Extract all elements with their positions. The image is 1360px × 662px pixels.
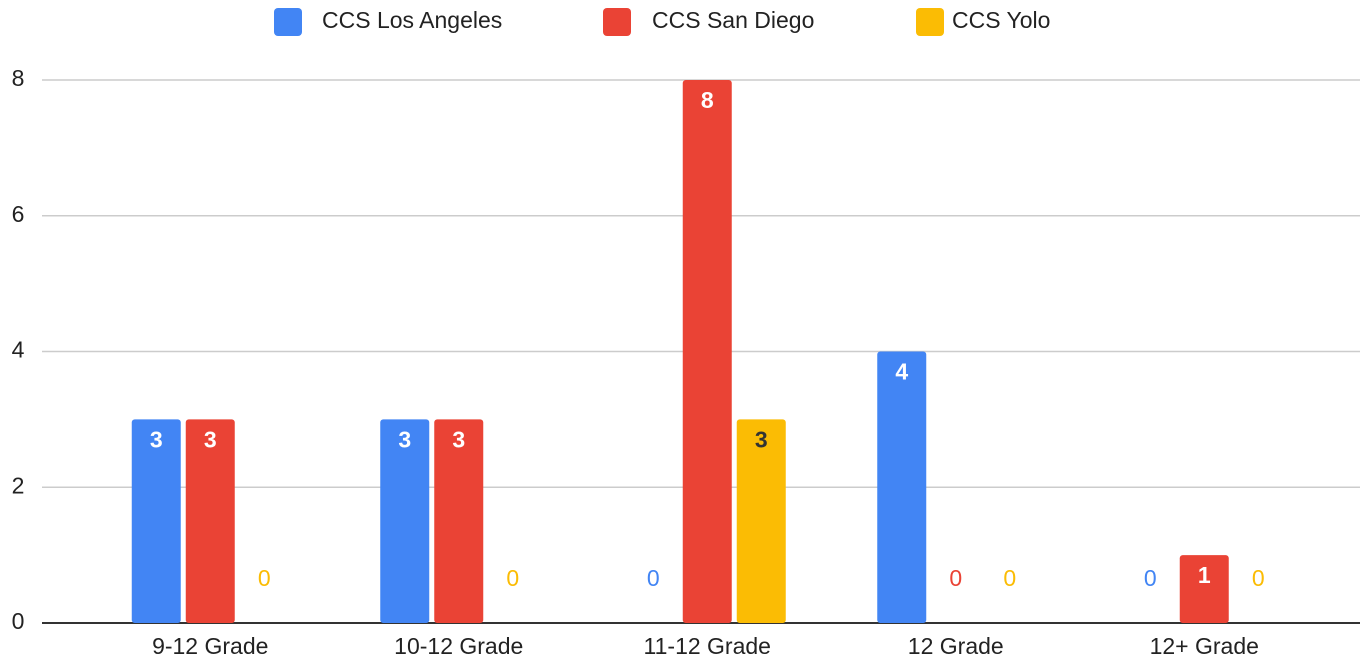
bar (131, 419, 181, 623)
value-label: 0 (949, 565, 962, 591)
legend-swatch (274, 8, 302, 36)
value-label: 0 (506, 565, 519, 591)
legend-label: CCS San Diego (652, 7, 814, 33)
value-label: 3 (755, 426, 768, 452)
value-label: 3 (150, 426, 163, 452)
value-label: 3 (398, 426, 411, 452)
x-tick-label: 12 Grade (908, 633, 1004, 659)
bar (877, 351, 927, 623)
bar (380, 419, 430, 623)
value-label: 0 (647, 565, 660, 591)
bar (736, 419, 786, 623)
legend-swatch (603, 8, 631, 36)
value-label: 0 (1144, 565, 1157, 591)
value-label: 0 (258, 565, 271, 591)
y-tick-label: 8 (12, 65, 25, 91)
value-label: 1 (1198, 562, 1211, 588)
value-label: 3 (204, 426, 217, 452)
value-label: 4 (895, 359, 908, 385)
x-tick-label: 12+ Grade (1150, 633, 1259, 659)
x-tick-label: 10-12 Grade (394, 633, 523, 659)
value-label: 8 (701, 87, 714, 113)
x-tick-label: 9-12 Grade (152, 633, 268, 659)
bar (434, 419, 484, 623)
value-label: 0 (1003, 565, 1016, 591)
y-tick-label: 0 (12, 608, 25, 634)
y-tick-label: 6 (12, 201, 25, 227)
legend-label: CCS Yolo (952, 7, 1050, 33)
legend-swatch (916, 8, 944, 36)
x-tick-label: 11-12 Grade (644, 633, 771, 659)
value-label: 3 (452, 426, 465, 452)
y-tick-label: 2 (12, 472, 25, 498)
bar (1179, 555, 1229, 623)
bar (185, 419, 235, 623)
y-tick-label: 4 (12, 337, 25, 363)
bar (682, 80, 732, 623)
value-label: 0 (1252, 565, 1265, 591)
legend-label: CCS Los Angeles (322, 7, 502, 33)
